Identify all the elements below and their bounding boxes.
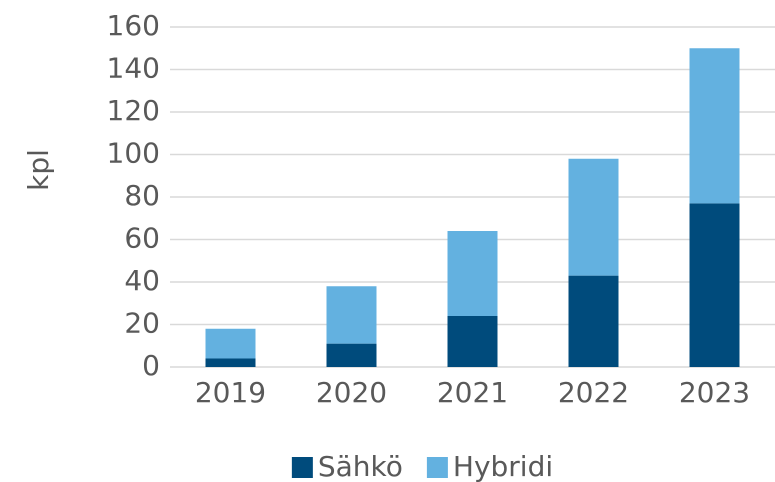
legend-label: Hybridi: [453, 450, 553, 482]
y-tick-label: 80: [124, 179, 160, 212]
legend-label: Sähkö: [318, 450, 403, 482]
y-tick-label: 100: [107, 137, 160, 170]
bar-segment: [326, 286, 377, 344]
x-tick-label: 2023: [679, 376, 750, 409]
bar-segment: [568, 275, 619, 367]
y-tick-label: 20: [124, 307, 160, 340]
y-tick-label: 40: [124, 264, 160, 297]
bar-segment: [326, 343, 377, 367]
bar-segment: [205, 358, 256, 367]
bar-segment: [568, 158, 619, 276]
bar-segment: [447, 231, 498, 316]
y-axis-label: kpl: [22, 149, 55, 191]
y-tick-label: 160: [107, 9, 160, 42]
legend-swatch: [426, 457, 448, 478]
bar-segment: [689, 203, 740, 367]
x-tick-label: 2021: [437, 376, 508, 409]
y-tick-label: 0: [142, 349, 160, 382]
bar-segment: [447, 316, 498, 367]
x-tick-label: 2019: [195, 376, 266, 409]
x-tick-label: 2022: [558, 376, 629, 409]
y-tick-label: 60: [124, 222, 160, 255]
y-tick-label: 120: [107, 94, 160, 127]
legend-swatch: [291, 457, 313, 478]
y-tick-label: 140: [107, 52, 160, 85]
bar-segment: [689, 48, 740, 204]
x-tick-label: 2020: [316, 376, 387, 409]
bar-segment: [205, 328, 256, 359]
